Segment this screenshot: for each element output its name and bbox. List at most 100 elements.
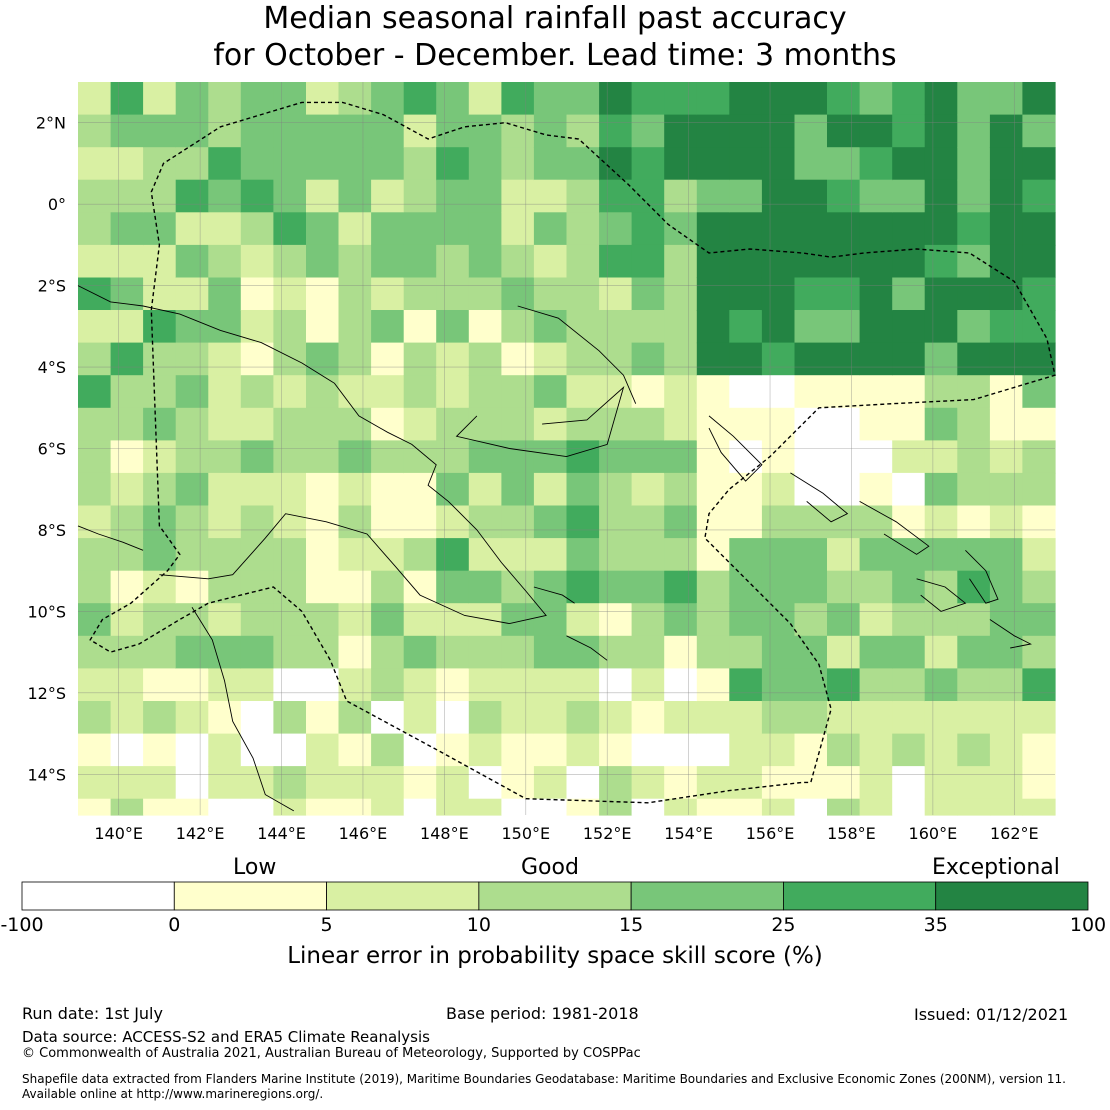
skill-cell [892,82,926,116]
skill-cell [631,147,665,181]
skill-cell [175,407,209,441]
skill-cell [306,798,340,816]
skill-cell [533,440,568,474]
skill-cell [371,407,405,441]
skill-cell [468,147,502,181]
skill-cell [533,342,568,376]
skill-cell [175,798,209,816]
skill-cell [827,733,861,767]
colorbar-tick-label: 10 [466,914,491,936]
skill-cell [338,766,372,800]
skill-cell [989,147,1024,181]
skill-cell [957,82,991,116]
skill-cell [924,668,958,702]
skill-cell [989,82,1024,116]
skill-cell [696,147,730,181]
skill-cell [110,114,144,148]
skill-cell [696,798,730,816]
skill-cell [338,472,372,507]
skill-cell [208,733,242,767]
skill-cell [989,635,1024,669]
skill-cell [729,668,763,702]
skill-cell [924,798,958,816]
coastline [916,578,967,612]
skill-cell [338,701,372,735]
skill-cell [175,277,209,311]
skill-cell [371,538,405,572]
skill-cell [110,440,144,474]
skill-cell [729,635,763,669]
skill-cell [599,212,633,246]
skill-cell [761,733,796,767]
skill-cell [794,407,828,441]
skill-cell [859,244,893,279]
skill-cell [371,570,405,604]
skill-cell [338,147,372,181]
skill-cell [631,440,665,474]
skill-cell [664,179,698,213]
skill-cell [533,668,568,702]
skill-cell [631,668,665,702]
skill-cell [957,505,991,539]
skill-cell [240,212,274,246]
skill-cell [989,375,1024,409]
skill-cell [338,733,372,767]
skill-cell [664,635,698,669]
skill-cell [403,538,437,572]
skill-cell [436,277,470,311]
colorbar-segment [326,881,480,911]
graticule [78,82,1055,815]
skill-cell [827,603,861,637]
skill-cell [859,603,893,637]
skill-cell [501,668,535,702]
skill-cell [533,82,568,116]
skill-cell [306,114,340,148]
skill-cell [143,635,177,669]
skill-cell [631,244,665,279]
skill-cell [924,212,958,246]
skill-cell [468,603,502,637]
lon-tick-label: 146°E [339,824,388,843]
skill-cell [794,375,828,409]
skill-cell [533,375,568,409]
skill-cell [957,635,991,669]
skill-cell [175,440,209,474]
skill-cell [403,342,437,376]
coastline [77,525,144,551]
skill-cell [403,179,437,213]
skill-cell [501,82,535,116]
skill-cell [143,212,177,246]
skill-cell [403,733,437,767]
category-good: Good [521,855,579,880]
skill-cell [403,310,437,344]
skill-cell [696,310,730,344]
skill-cell [599,668,633,702]
skill-cell [566,635,600,669]
colorbar-tick-label: 25 [771,914,796,936]
skill-cell [696,375,730,409]
skill-cell [436,798,470,816]
lon-tick-label: 150°E [501,824,550,843]
skill-cell [78,375,112,409]
skill-grid [78,82,1056,816]
coastline [566,635,608,661]
skill-cell [306,82,340,116]
skill-cell [143,407,177,441]
skill-cell [631,407,665,441]
skill-cell [859,342,893,376]
skill-cell [143,701,177,735]
lat-tick-label: 4°S [38,358,66,377]
skill-cell [957,310,991,344]
skill-cell [664,538,698,572]
skill-cell [143,603,177,637]
skill-cell [208,440,242,474]
skill-cell [566,179,600,213]
skill-cell [1022,212,1056,246]
skill-cell [240,342,274,376]
skill-cell [957,570,991,604]
colorbar-label: Linear error in probability space skill … [287,943,823,969]
skill-cell [599,538,633,572]
skill-cell [371,635,405,669]
skill-cell [436,701,470,735]
skill-cell [306,472,340,507]
